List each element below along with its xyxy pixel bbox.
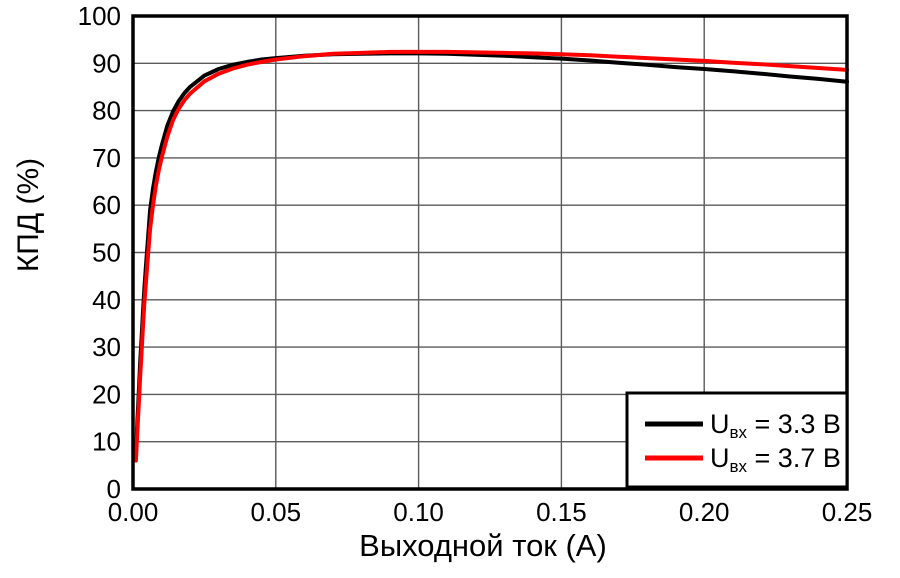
y-tick-label: 100 [78,1,121,31]
y-tick-label: 20 [92,379,121,409]
x-tick-label: 0.15 [536,497,587,527]
y-axis-title: КПД (%) [12,158,45,272]
legend-entry-label-1: Uвх = 3.7 В [710,443,841,476]
x-tick-label: 0.20 [679,497,730,527]
x-tick-label: 0.05 [250,497,301,527]
y-tick-label: 80 [92,96,121,126]
legend-box [625,391,849,489]
y-tick-label: 30 [92,332,121,362]
y-tick-label: 50 [92,238,121,268]
x-axis-title: Выходной ток (А) [359,528,607,563]
y-tick-label: 0 [107,474,121,504]
legend-entry-label-0: Uвх = 3.3 В [710,409,841,442]
y-tick-label: 60 [92,190,121,220]
series-curve-1 [133,49,849,463]
y-tick-label: 40 [92,285,121,315]
y-tick-label: 10 [92,427,121,457]
plot-frame [131,14,849,491]
y-tick-label: 90 [92,48,121,78]
y-tick-label: 70 [92,143,121,173]
x-tick-label: 0.25 [822,497,873,527]
x-tick-label: 0.00 [108,497,159,527]
x-tick-label: 0.10 [393,497,444,527]
